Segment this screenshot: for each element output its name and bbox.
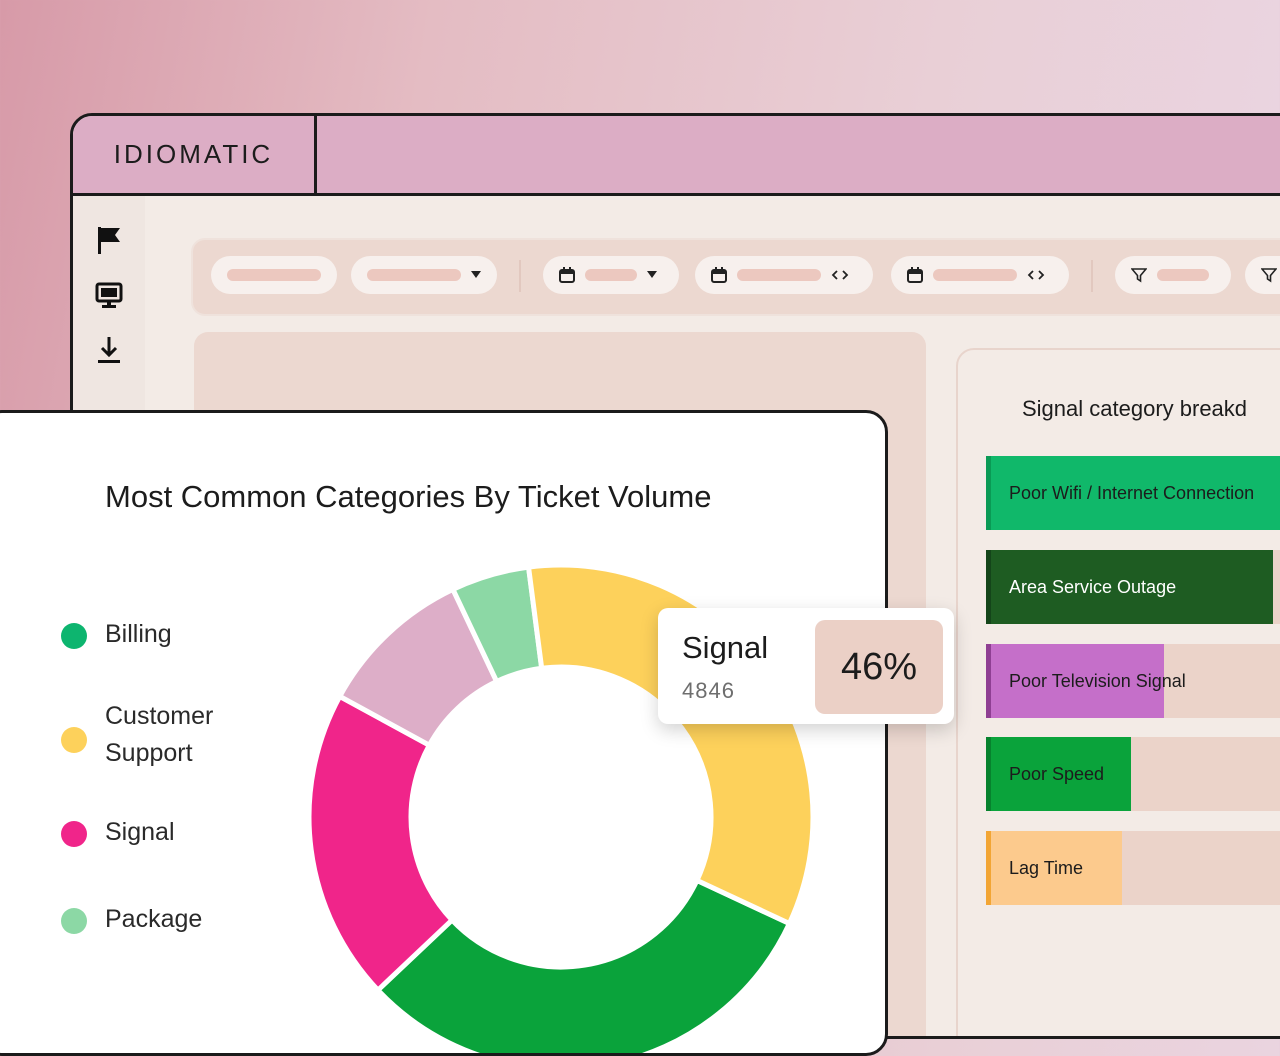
flag-icon[interactable] [93,224,125,256]
placeholder-text [1157,269,1209,281]
bar-row[interactable]: Poor Television Signal [986,644,1280,718]
filter-bar [191,238,1280,316]
legend-label: Billing [105,620,172,648]
legend-label: Package [105,905,203,933]
legend-label: Signal [105,818,175,846]
logo-tab[interactable]: IDIOMATIC [73,116,317,193]
tooltip-count: 4846 [682,678,735,703]
bar-row[interactable]: Area Service Outage [986,550,1280,624]
caret-down-icon [647,271,657,278]
signal-breakdown-panel: Signal category breakd Poor Wifi / Inter… [956,348,1280,1036]
placeholder-text [367,269,461,281]
chart-tooltip: Signal 4846 46% [658,608,954,724]
placeholder-text [737,269,821,281]
legend-dot [61,821,87,847]
donut-chart [306,562,816,1053]
bar-fill: Lag Time [986,831,1122,905]
filter-button[interactable] [1245,256,1280,294]
filter-icon [1261,268,1277,283]
code-arrows-icon [1027,270,1045,280]
legend-item[interactable]: Billing [61,620,255,653]
date-range-picker[interactable] [695,256,873,294]
bar-label: Area Service Outage [1009,576,1177,597]
legend-dot [61,623,87,649]
tooltip-category: Signal [682,630,769,665]
legend-dot [61,727,87,753]
bar-row[interactable]: Lag Time [986,831,1280,905]
bar-label: Poor Wifi / Internet Connection [1009,482,1255,503]
divider [1091,260,1093,292]
panel-title: Signal category breakd [1022,396,1248,421]
bar-row[interactable]: Poor Wifi / Internet Connection [986,456,1280,530]
donut-segment[interactable] [306,692,456,994]
bar-fill: Poor Wifi / Internet Connection [986,456,1280,530]
legend-item[interactable]: Customer Support [61,702,255,772]
placeholder-text [585,269,637,281]
monitor-icon[interactable] [93,280,125,312]
bar-label: Poor Speed [1009,763,1105,784]
tooltip-percent: 46% [815,620,943,714]
placeholder-text [933,269,1017,281]
calendar-icon [907,267,923,283]
code-arrows-icon [831,270,849,280]
filter-pill[interactable] [211,256,337,294]
bar-fill: Area Service Outage [986,550,1273,624]
category-card: Most Common Categories By Ticket Volume … [0,410,888,1056]
app-logo: IDIOMATIC [113,139,274,169]
app-header: IDIOMATIC [73,116,1280,196]
legend-label: Customer Support [105,702,214,767]
calendar-icon [559,267,575,283]
bar-fill: Poor Speed [986,737,1131,811]
caret-down-icon [471,271,481,278]
filter-dropdown[interactable] [351,256,497,294]
placeholder-text [227,269,321,281]
date-dropdown[interactable] [543,256,679,294]
bar-fill: Poor Television Signal [986,644,1186,718]
legend-dot [61,908,87,934]
filter-icon [1131,268,1147,283]
card-title: Most Common Categories By Ticket Volume [105,479,712,514]
legend-item[interactable]: Package [61,905,255,938]
download-icon[interactable] [93,334,125,366]
calendar-icon [711,267,727,283]
bar-row[interactable]: Poor Speed [986,737,1280,811]
divider [519,260,521,292]
bar-label: Lag Time [1009,857,1084,878]
bar-label: Poor Television Signal [1009,670,1186,691]
filter-button[interactable] [1115,256,1231,294]
date-range-picker[interactable] [891,256,1069,294]
legend-item[interactable]: Signal [61,818,255,851]
